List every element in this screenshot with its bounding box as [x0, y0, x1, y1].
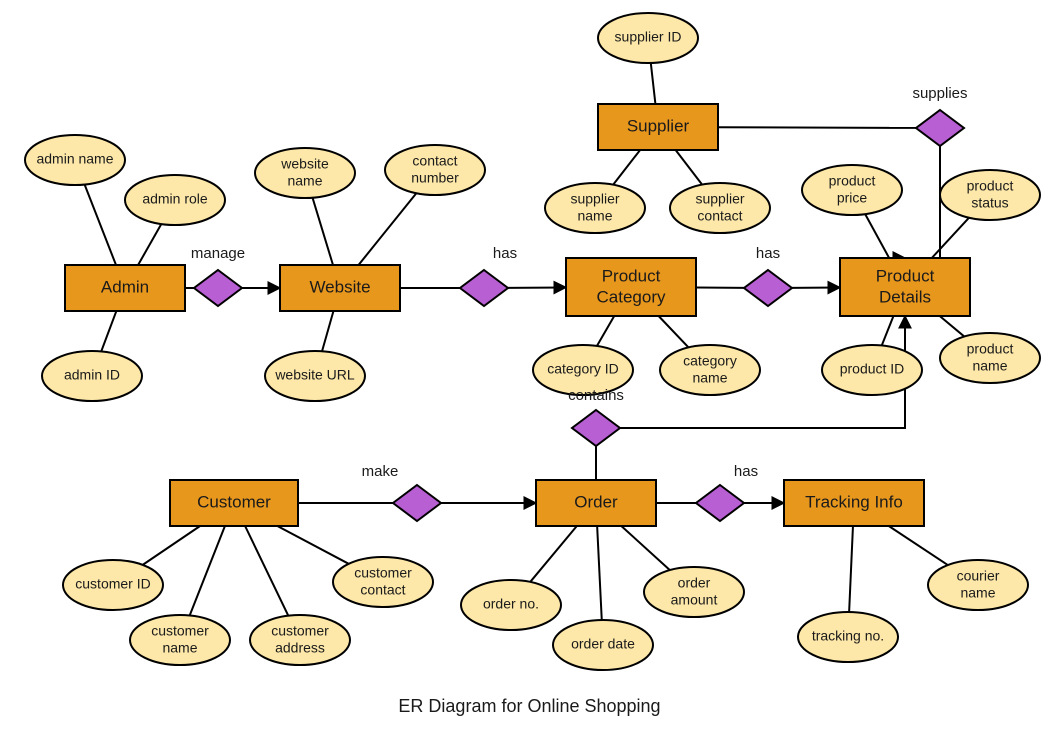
attr-label: courier	[957, 568, 1000, 584]
relationship-supplies	[916, 110, 964, 146]
relationship-contains	[572, 410, 620, 446]
attr-label: order date	[571, 636, 635, 652]
entity-label: Tracking Info	[805, 492, 903, 511]
attr-label: contact	[360, 582, 405, 598]
edge	[245, 526, 288, 616]
edge	[932, 218, 969, 258]
edge	[659, 316, 689, 347]
attr-label: name	[692, 370, 727, 386]
edge	[85, 185, 116, 265]
attr-label: customer	[151, 623, 209, 639]
edge	[313, 198, 333, 265]
edge	[530, 526, 577, 582]
edge	[882, 316, 894, 345]
entity-label: Product	[876, 266, 935, 285]
er-diagram: admin nameadmin roleadmin IDwebsitenamec…	[0, 0, 1059, 736]
attr-label: product	[829, 173, 876, 189]
attr-label: supplier ID	[615, 29, 682, 45]
attr-label: website URL	[274, 367, 355, 383]
diagram-caption: ER Diagram for Online Shopping	[398, 696, 660, 716]
attr-label: customer ID	[75, 576, 150, 592]
attr-label: customer	[354, 565, 412, 581]
edge	[676, 150, 703, 185]
relationship-label: make	[362, 463, 399, 480]
relationship-label: has	[493, 245, 517, 262]
entity-label: Order	[574, 492, 618, 511]
entity-label: Customer	[197, 492, 271, 511]
relationship-label: has	[734, 463, 758, 480]
attr-label: category ID	[547, 361, 619, 377]
relationship-has3	[696, 485, 744, 521]
attr-label: amount	[671, 592, 718, 608]
attr-label: name	[972, 358, 1007, 374]
edge	[597, 526, 602, 620]
attr-label: category	[683, 353, 737, 369]
relationship-label: contains	[568, 387, 624, 404]
relationship-label: manage	[191, 245, 245, 262]
edges-layer	[85, 63, 969, 620]
attr-label: name	[960, 585, 995, 601]
edge	[940, 316, 965, 337]
attr-label: order no.	[483, 596, 539, 612]
edge	[359, 193, 417, 265]
attr-label: status	[971, 195, 1008, 211]
edge	[101, 311, 116, 351]
attr-label: website	[280, 156, 329, 172]
attr-label: name	[287, 173, 322, 189]
attr-label: product	[967, 178, 1014, 194]
edge	[905, 146, 940, 258]
attr-label: name	[577, 208, 612, 224]
attr-label: order	[678, 575, 711, 591]
relationship-has1	[460, 270, 508, 306]
attr-label: customer	[271, 623, 329, 639]
relationship-label: supplies	[912, 85, 967, 102]
attr-label: product ID	[840, 361, 905, 377]
entity-label: Supplier	[627, 116, 690, 135]
attr-label: admin role	[142, 191, 208, 207]
entity-label: Details	[879, 287, 931, 306]
edge	[718, 127, 916, 128]
edge	[651, 63, 656, 104]
edge	[190, 526, 225, 615]
attr-label: contact	[697, 208, 742, 224]
relationship-make	[393, 485, 441, 521]
attr-label: admin name	[36, 151, 113, 167]
attr-label: price	[837, 190, 868, 206]
edge	[865, 214, 889, 258]
edge	[889, 526, 948, 565]
entity-label: Admin	[101, 277, 149, 296]
attr-label: supplier	[570, 191, 619, 207]
edge	[849, 526, 853, 612]
attr-label: product	[967, 341, 1014, 357]
shapes-layer	[25, 13, 1040, 670]
edge	[597, 316, 614, 346]
attr-label: tracking no.	[812, 628, 884, 644]
attr-label: supplier	[695, 191, 744, 207]
attr-label: name	[162, 640, 197, 656]
attr-label: number	[411, 170, 459, 186]
edge	[322, 311, 333, 351]
entity-label: Product	[602, 266, 661, 285]
edge	[613, 150, 640, 185]
relationship-manage	[194, 270, 242, 306]
edge	[621, 526, 670, 570]
edge	[143, 526, 200, 565]
attr-label: address	[275, 640, 325, 656]
relationship-label: has	[756, 245, 780, 262]
attr-label: admin ID	[64, 367, 120, 383]
attr-label: contact	[412, 153, 457, 169]
edge	[277, 526, 348, 564]
entity-label: Website	[309, 277, 370, 296]
entity-label: Category	[597, 287, 666, 306]
edge	[138, 224, 161, 265]
relationship-has2	[744, 270, 792, 306]
